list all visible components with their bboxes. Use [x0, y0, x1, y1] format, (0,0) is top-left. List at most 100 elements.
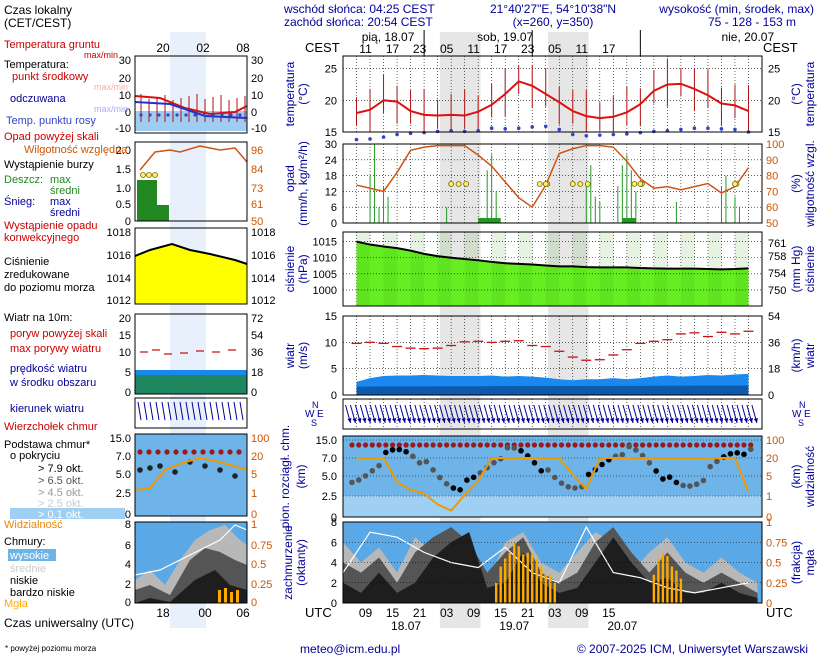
legend-wind-tick: 0 [125, 387, 131, 399]
hour-tick-top: 17 [602, 42, 616, 56]
cloud-top-dot [721, 442, 727, 448]
wind-arrowhead [575, 418, 580, 423]
fog-bar [553, 582, 556, 603]
pressure-tick-left: 1005 [313, 269, 337, 281]
legend-fog-tick: 0.5 [251, 559, 266, 571]
storm-marker [637, 181, 644, 187]
wind-arrowhead [739, 418, 744, 423]
wind-arrowhead [704, 418, 709, 423]
legend-mid: średnie [10, 563, 46, 575]
axis-unit: (frakcja) [789, 541, 803, 584]
pressure-stripe [383, 232, 398, 306]
cloud-base-dot [538, 468, 545, 474]
utc-label-left: UTC [305, 605, 332, 620]
legend-cover-tick: 0 [125, 597, 131, 609]
legend-ground-temp: Temperatura gruntu [4, 39, 100, 51]
wind-arrowhead [352, 418, 357, 423]
wind-arrowhead [382, 418, 387, 423]
legend-wind-tick: 0 [251, 387, 257, 399]
pressure-stripe [410, 232, 425, 306]
cloud-base-dot [551, 474, 558, 481]
cloud-base-dot [639, 452, 646, 459]
wind-arrowhead [565, 418, 570, 423]
wind-arrowhead [516, 418, 521, 423]
panel-frame [342, 521, 763, 604]
legend-cloud-top-dot [137, 449, 143, 455]
wind-arrowhead [411, 418, 416, 423]
legend-dew-dot [157, 113, 161, 117]
dew-point-dot [543, 124, 548, 129]
compass-w: W [305, 409, 315, 420]
hour-tick-bottom: 15 [494, 606, 508, 620]
legend-humidity-line [139, 145, 248, 171]
local-time-tick: 20 [156, 41, 170, 55]
wind-arrowhead [709, 418, 714, 423]
axis-label: widzialność [803, 446, 817, 508]
legend-perceived-line [134, 101, 248, 119]
fog-bar [513, 542, 516, 603]
pressure-stripe [356, 232, 371, 306]
legend-cloud-frame [134, 433, 248, 517]
pressure-stripe [545, 232, 560, 306]
legend-okta: > 2.5 okt. [38, 498, 84, 510]
footer-email[interactable]: meteo@icm.edu.pl [300, 642, 400, 656]
axis-label: mgła [803, 549, 817, 575]
fog-bar [540, 566, 543, 603]
cloud-base-dot [511, 445, 518, 451]
date-label: 20.07 [607, 619, 637, 633]
legend-cloud-base-dot [232, 473, 238, 479]
visibility-tick-right: 0 [766, 512, 772, 524]
precip-tick-left: 30 [325, 139, 337, 151]
temp-tick-right: 20 [768, 95, 780, 107]
legend-snow-max: max [50, 196, 71, 208]
cloud-top-dot [430, 442, 436, 448]
legend-visibility-tick: 100 [251, 433, 269, 445]
cloud-base-dot [545, 467, 551, 473]
axis-label: wiatr [283, 343, 297, 369]
legend-perceived-sub: max/min [94, 104, 128, 114]
legend-convective-2: konwekcyjnego [4, 232, 79, 244]
legend-fog-bar [218, 590, 221, 603]
compass-s: S [311, 418, 317, 428]
compass-e: E [804, 409, 811, 420]
cloud-top-dot [484, 442, 490, 448]
cloud-top-dot [640, 442, 646, 448]
day-label: pią, 18.07 [362, 30, 415, 44]
hour-tick-bottom: 03 [440, 606, 454, 620]
fog-bar [522, 554, 525, 603]
legend-wind-arrow [203, 401, 208, 421]
panel-precip: 30 100 24 90 18 80 12 70 6 60 0 50 [325, 139, 785, 230]
wind-arrowhead [461, 418, 466, 423]
storm-marker [463, 181, 470, 187]
wind-tick-left: 0 [331, 390, 337, 402]
legend-pressure-tick: 1014 [251, 273, 275, 285]
cloud-top-dot [416, 442, 423, 448]
legend-okta: > 6.5 okt. [38, 475, 84, 487]
cloud-base-dot [565, 484, 572, 490]
wind-tick-left: 15 [325, 311, 337, 323]
wind-arrowhead [595, 418, 600, 423]
pressure-stripe [572, 232, 587, 306]
legend-dew-dot [139, 113, 143, 117]
cloud-base-dot [383, 449, 389, 456]
wind-arrowhead [481, 418, 486, 423]
panel-frame [342, 315, 763, 396]
axis-label: ciśnienie [803, 245, 817, 292]
cloud-top-dot [707, 442, 713, 448]
legend-wind-arrow [227, 401, 232, 421]
fog-bar [670, 566, 674, 603]
legend-precip-tick: 0 [125, 216, 131, 228]
dew-point-dot [679, 127, 683, 132]
legend-pressure-tick: 1012 [251, 295, 275, 307]
wind-arrowhead [748, 418, 753, 423]
fog-tick-right: 0.5 [766, 558, 781, 570]
rain-block [478, 218, 501, 223]
legend-cloud-tick: 0 [125, 509, 131, 521]
panel-frame [342, 143, 763, 224]
pressure-stripe [599, 232, 614, 306]
cloud-base-dot [680, 482, 686, 489]
legend-wind-arrow [233, 401, 238, 421]
legend-snow-mid: średni [50, 207, 80, 219]
legend-okta: > 0.1 okt. [38, 509, 84, 521]
